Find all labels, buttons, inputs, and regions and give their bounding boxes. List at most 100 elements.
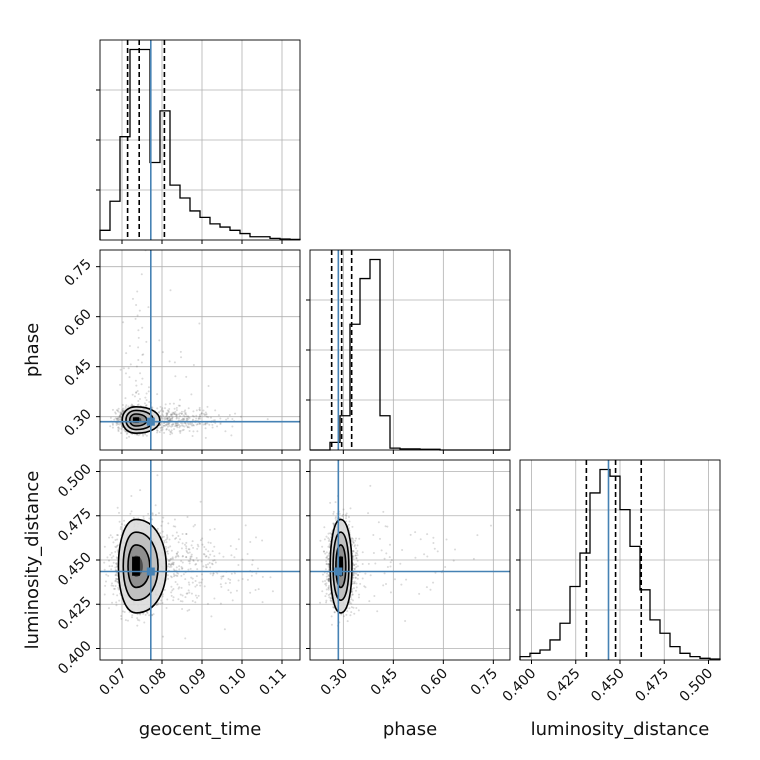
sample-point <box>171 411 174 414</box>
sample-point <box>353 567 356 570</box>
sample-point <box>103 593 106 596</box>
sample-point <box>219 602 222 605</box>
sample-point <box>115 417 118 420</box>
sample-point <box>148 517 151 520</box>
sample-point <box>119 416 122 419</box>
sample-point <box>163 422 166 425</box>
sample-point <box>184 422 187 425</box>
sample-point <box>104 584 107 587</box>
sample-point <box>325 592 328 595</box>
sample-point <box>163 407 166 410</box>
sample-point <box>194 585 197 588</box>
sample-point <box>166 419 169 422</box>
sample-point <box>330 596 333 599</box>
sample-point <box>111 426 114 429</box>
sample-point <box>180 412 183 415</box>
sample-point <box>261 539 264 542</box>
sample-point <box>334 501 337 504</box>
sample-point <box>400 583 403 586</box>
sample-point <box>188 562 191 565</box>
sample-point <box>335 519 338 522</box>
sample-point <box>142 515 145 518</box>
sample-point <box>181 567 184 570</box>
sample-point <box>348 607 351 610</box>
sample-point <box>114 411 117 414</box>
sample-point <box>168 565 171 568</box>
sample-point <box>177 541 180 544</box>
sample-point <box>197 417 200 420</box>
sample-point <box>191 414 194 417</box>
sample-point <box>234 412 237 415</box>
sample-point <box>432 541 435 544</box>
sample-point <box>168 422 171 425</box>
sample-point <box>355 582 358 585</box>
sample-point <box>106 556 109 559</box>
sample-point <box>122 407 125 410</box>
sample-point <box>124 430 127 433</box>
sample-point <box>347 516 350 519</box>
sample-point <box>117 418 120 421</box>
sample-point <box>324 552 327 555</box>
sample-point <box>344 513 347 516</box>
sample-point <box>120 432 123 435</box>
sample-point <box>110 556 113 559</box>
sample-point <box>345 512 348 515</box>
sample-point <box>327 574 330 577</box>
sample-point <box>198 406 201 409</box>
sample-point <box>353 564 356 567</box>
sample-point <box>139 613 142 616</box>
sample-point <box>194 580 197 583</box>
sample-point <box>151 512 154 515</box>
sample-point <box>354 576 357 579</box>
sample-point <box>207 541 210 544</box>
sample-point <box>356 577 359 580</box>
sample-point <box>192 525 195 528</box>
sample-point <box>194 563 197 566</box>
sample-point <box>185 415 188 418</box>
sample-point <box>138 619 141 622</box>
sample-point <box>212 572 215 575</box>
sample-point <box>181 608 184 611</box>
sample-point <box>116 409 119 412</box>
sample-point <box>176 424 179 427</box>
sample-point <box>138 398 141 401</box>
sample-point <box>250 574 253 577</box>
sample-point <box>187 407 190 410</box>
sample-point <box>211 574 214 577</box>
sample-point <box>166 412 169 415</box>
sample-point <box>246 578 249 581</box>
sample-point <box>125 432 128 435</box>
panel-frame <box>309 249 511 451</box>
sample-point <box>334 517 337 520</box>
sample-point <box>129 363 132 366</box>
sample-point <box>161 413 164 416</box>
sample-point <box>167 410 170 413</box>
sample-point <box>187 581 190 584</box>
sample-point <box>120 412 123 415</box>
sample-point <box>161 351 164 354</box>
sample-point <box>166 418 169 421</box>
sample-point <box>189 555 192 558</box>
sample-point <box>179 593 182 596</box>
sample-point <box>206 422 209 425</box>
sample-point <box>152 613 155 616</box>
sample-point <box>177 423 180 426</box>
sample-point <box>175 566 178 569</box>
sample-point <box>178 568 181 571</box>
sample-point <box>177 572 180 575</box>
sample-point <box>175 424 178 427</box>
sample-point <box>188 560 191 563</box>
sample-point <box>388 543 391 546</box>
sample-point <box>118 423 121 426</box>
sample-point <box>127 367 130 370</box>
sample-point <box>325 556 328 559</box>
sample-point <box>352 541 355 544</box>
sample-point <box>213 555 216 558</box>
sample-point <box>192 558 195 561</box>
sample-point <box>185 549 188 552</box>
sample-point <box>401 548 404 551</box>
sample-point <box>355 566 358 569</box>
sample-point <box>269 576 272 579</box>
sample-point <box>124 397 127 400</box>
sample-point <box>174 537 177 540</box>
